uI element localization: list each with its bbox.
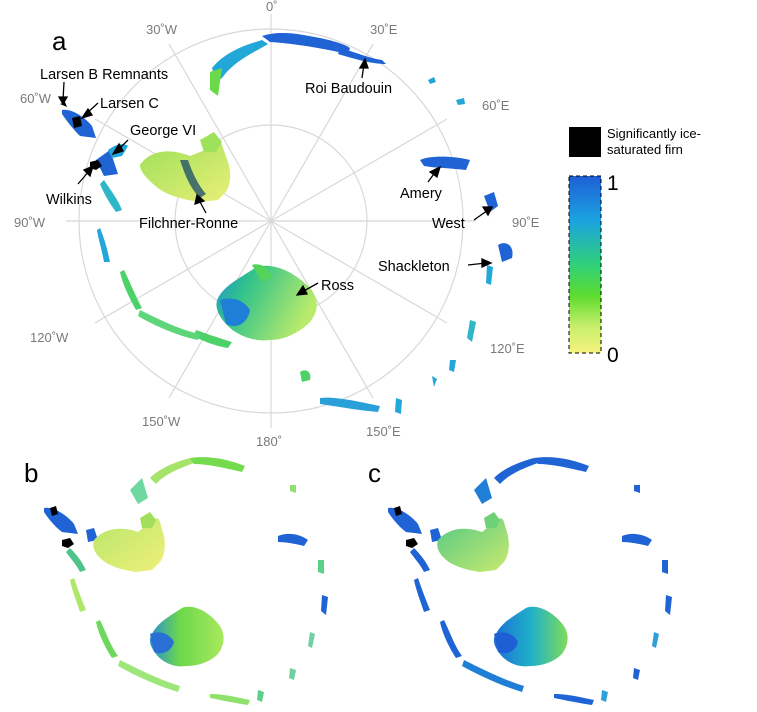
label-roi-baudouin: Roi Baudouin [305,81,392,97]
label-larsen-b: Larsen B Remnants [40,67,168,83]
lon-label-120w: 120˚W [30,330,69,345]
lon-label-90e: 90˚E [512,215,540,230]
saturated-firn-swatch [569,127,601,157]
filchner-ronne-shelf-c [437,518,509,572]
panel-b-map [44,457,328,705]
annotation-arrows [57,57,494,296]
lon-label-60w: 60˚W [20,91,52,106]
ross-shelf-c [493,606,568,667]
panel-b-label: b [24,458,39,488]
panel-a-map: 0˚ 30˚E 60˚E 90˚E 120˚E 150˚E 180˚ 150˚W… [14,0,540,449]
label-ross: Ross [321,278,354,294]
legend-saturated-line1: Significantly ice- [607,126,701,141]
label-larsen-c: Larsen C [100,96,159,112]
colorbar-min-label: 0 [607,344,619,367]
lon-label-30w: 30˚W [146,22,178,37]
label-shackleton: Shackleton [378,259,450,275]
label-amery: Amery [400,186,443,202]
colorbar [568,175,602,354]
panel-b-coastal-shelves [44,457,328,705]
ross-shelf-b [149,606,224,667]
lon-label-30e: 30˚E [370,22,398,37]
lon-label-180: 180˚ [256,434,282,449]
panel-a-coastal-shelves [60,32,513,414]
panel-a-label: a [52,26,67,56]
label-filchner-ronne: Filchner-Ronne [139,216,238,232]
filchner-ronne-shelf-b [93,518,165,572]
lon-label-60e: 60˚E [482,98,510,113]
colorbar-max-label: 1 [607,172,619,195]
panel-c-label: c [368,458,381,488]
lon-label-90w: 90˚W [14,215,46,230]
panel-c-map [388,457,672,705]
legend-saturated-line2: saturated firn [607,142,683,157]
label-west: West [432,216,465,232]
label-wilkins: Wilkins [46,192,92,208]
lon-label-120e: 120˚E [490,341,525,356]
lon-label-0: 0˚ [266,0,278,14]
lon-label-150w: 150˚W [142,414,181,429]
legend: Significantly ice- saturated firn 1 0 [568,126,701,367]
lon-label-150e: 150˚E [366,424,401,439]
label-george-vi: George VI [130,123,196,139]
panel-c-coastal-shelves [388,457,672,705]
